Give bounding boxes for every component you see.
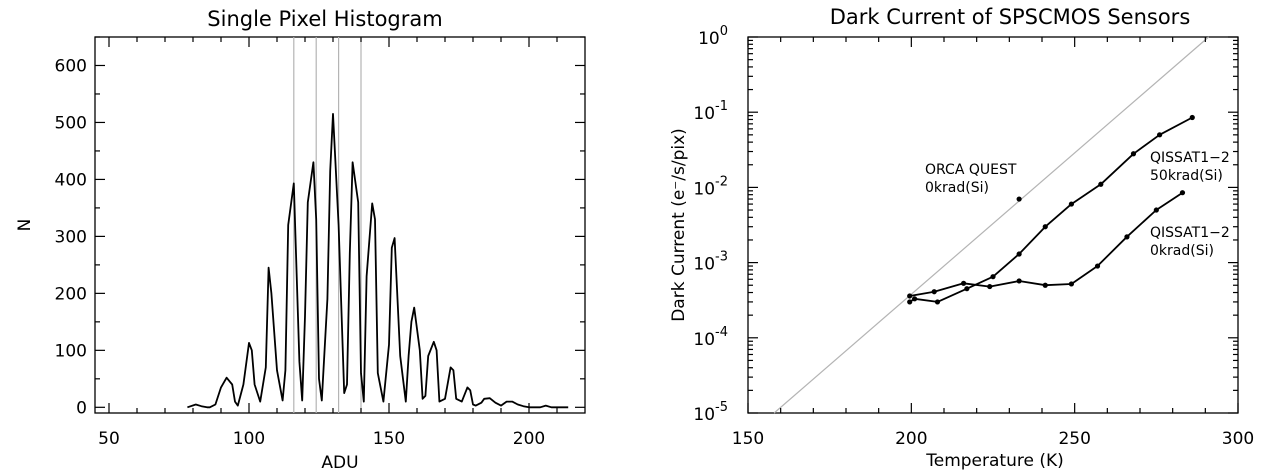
dark-current-series — [907, 114, 1195, 305]
dark-current-data-point — [1042, 282, 1048, 288]
dark-current-data-point — [1124, 234, 1130, 240]
dark-current-series-annotation: QISSAT1−2 50krad(Si) — [1150, 150, 1230, 184]
dark-current-series-line — [909, 116, 1193, 303]
dark-current-data-point — [1189, 114, 1195, 121]
dark-current-x-tick-label: 150 — [732, 429, 764, 449]
dark-current-data-point — [1016, 196, 1022, 202]
dark-current-data-point — [961, 280, 967, 286]
dark-current-data-point — [964, 286, 970, 292]
dark-current-data-point — [934, 299, 941, 305]
dark-current-y-tick-label: 10-1 — [693, 99, 728, 124]
dark-current-data-point — [907, 293, 913, 299]
dark-current-x-tick-label: 250 — [1058, 429, 1090, 449]
dark-current-y-tick-label: 10-5 — [693, 400, 728, 425]
dark-current-series-annotation: ORCA QUEST 0krad(Si) — [925, 162, 1017, 196]
histogram-y-tick-label: 200 — [55, 284, 87, 304]
dark-current-y-tick-label: 10-3 — [693, 250, 728, 275]
dark-current-y-tick-label: 10-4 — [693, 325, 728, 350]
dark-current-data-point — [1016, 251, 1022, 257]
histogram-y-tick-label: 400 — [55, 170, 87, 190]
histogram-x-tick-label: 100 — [233, 429, 265, 449]
dark-current-ticks — [747, 36, 1239, 414]
histogram-y-tick-label: 300 — [55, 227, 87, 247]
dark-current-data-point — [990, 274, 996, 280]
dark-current-title: Dark Current of SPSCMOS Sensors — [830, 5, 1191, 29]
histogram-title: Single Pixel Histogram — [207, 7, 442, 31]
histogram-y-tick-label: 500 — [55, 113, 87, 133]
histogram-x-tick-label: 150 — [373, 429, 405, 449]
dark-current-data-point — [1153, 207, 1159, 213]
histogram-chart: Single Pixel Histogram 50 100 150 200 0 100 2… — [15, 7, 586, 471]
dark-current-data-point — [1130, 151, 1137, 157]
dark-current-data-point — [1068, 281, 1074, 287]
dark-current-plot-frame — [747, 36, 1239, 414]
histogram-plot-frame — [94, 36, 586, 414]
dark-current-data-point — [1179, 190, 1186, 196]
dark-current-x-tick-label: 300 — [1222, 429, 1254, 449]
dark-current-chart: Dark Current of SPSCMOS Sensors 150 200 25… — [669, 5, 1254, 471]
dark-current-x-tick-labels: 150 200 250 300 — [732, 429, 1254, 449]
dark-current-x-axis-label: Temperature (K) — [925, 451, 1064, 471]
dark-current-data-point — [912, 296, 918, 302]
dark-current-data-point — [1068, 201, 1074, 207]
histogram-series-line — [187, 113, 569, 409]
histogram-y-tick-labels: 0 100 200 300 400 500 600 — [55, 56, 87, 418]
histogram-x-tick-labels: 50 100 150 200 — [98, 429, 545, 449]
histogram-x-axis-label: ADU — [321, 453, 358, 471]
histogram-y-tick-label: 100 — [55, 341, 87, 361]
dark-current-data-point — [1098, 181, 1104, 187]
dark-current-data-point — [931, 289, 937, 295]
dark-current-series-annotation: QISSAT1−2 0krad(Si) — [1150, 225, 1230, 259]
histogram-ticks — [95, 36, 585, 413]
dark-current-reference-line — [773, 36, 1209, 414]
dark-current-data-point — [987, 283, 993, 290]
histogram-x-tick-label: 50 — [98, 429, 120, 449]
dark-current-y-tick-label: 10-2 — [693, 174, 728, 199]
dark-current-data-point — [1042, 224, 1048, 230]
dark-current-series-line — [909, 191, 1183, 297]
dark-current-x-tick-label: 200 — [895, 429, 927, 449]
histogram-y-tick-label: 600 — [55, 56, 87, 76]
dark-current-data-point — [907, 299, 913, 305]
histogram-y-axis-label: N — [15, 219, 35, 232]
dark-current-y-axis-label: Dark Current (e⁻/s/pix) — [669, 128, 689, 322]
dark-current-data-point — [1094, 263, 1101, 269]
histogram-y-tick-label: 0 — [76, 398, 87, 418]
dark-current-y-tick-labels: 10-5 10-4 10-3 10-2 10-1 100 — [693, 24, 728, 425]
dark-current-data-point — [1157, 132, 1163, 138]
histogram-x-tick-label: 200 — [513, 429, 545, 449]
dark-current-annotations: QISSAT1−2 50krad(Si) QISSAT1−2 0krad(Si) ORC… — [925, 150, 1230, 259]
dark-current-data-point — [1016, 278, 1022, 284]
dark-current-y-tick-label: 100 — [698, 24, 728, 49]
